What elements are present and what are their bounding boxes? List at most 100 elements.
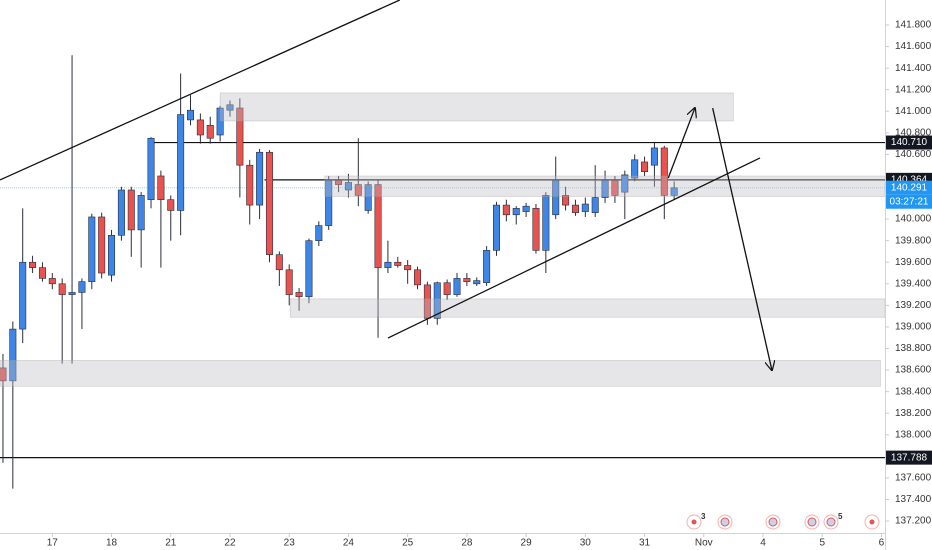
y-tick-label: 141.800 <box>895 20 932 31</box>
candle-body <box>483 250 491 284</box>
candle-body <box>571 204 579 213</box>
arrow <box>667 108 695 179</box>
candle-body <box>78 281 86 293</box>
x-tick-label: 5 <box>819 538 825 549</box>
candle-body <box>0 367 7 382</box>
y-tick-label: 141.200 <box>895 84 932 95</box>
candle-body <box>196 119 204 136</box>
zone <box>0 360 881 387</box>
badge-count: 5 <box>838 512 843 521</box>
candle-body <box>226 104 234 111</box>
y-tick-label: 137.600 <box>895 473 932 484</box>
candle-body <box>256 151 264 206</box>
candle-body <box>177 114 185 211</box>
candle-body <box>9 328 17 382</box>
price-line-label: 140.710 <box>891 137 928 148</box>
trendline <box>387 157 761 339</box>
candle-body <box>374 184 382 268</box>
candle-body <box>29 261 37 268</box>
y-tick-label: 138.600 <box>895 365 932 376</box>
x-tick-label: 28 <box>461 538 473 549</box>
y-tick-label: 141.000 <box>895 106 932 117</box>
y-tick-label: 138.000 <box>895 429 932 440</box>
x-tick-label: 30 <box>580 538 592 549</box>
zone <box>289 298 885 318</box>
x-tick-label: 31 <box>639 538 651 549</box>
x-tick-label: 6 <box>879 538 885 549</box>
y-tick-label: 140.800 <box>895 127 932 138</box>
candle-body <box>522 205 530 212</box>
candle-body <box>660 147 668 196</box>
flag-icon <box>768 517 778 527</box>
candle-body <box>167 199 175 211</box>
candle-body <box>236 107 244 166</box>
y-tick-label: 138.400 <box>895 386 932 397</box>
price-line-label: 140.364 <box>891 174 928 185</box>
candle-body <box>48 278 56 285</box>
candle-body <box>562 195 570 206</box>
candle-body <box>670 187 678 196</box>
countdown-label: 03:27:21 <box>890 196 929 207</box>
candle-body <box>492 204 500 251</box>
x-tick-label: 22 <box>224 538 236 549</box>
candle-body <box>591 197 599 213</box>
candle-body <box>38 267 46 279</box>
y-tick-label: 140.000 <box>895 214 932 225</box>
candle-body <box>187 109 195 121</box>
candle-body <box>473 280 481 285</box>
candle-body <box>650 147 658 166</box>
candle-body <box>275 254 283 271</box>
current-price-box <box>886 180 932 195</box>
badge-count: 3 <box>701 512 706 521</box>
candle-body <box>137 195 145 231</box>
candle-body <box>98 216 106 274</box>
x-tick-label: 29 <box>521 538 533 549</box>
candle-body <box>463 278 471 282</box>
candle-body <box>394 261 402 266</box>
zone <box>324 175 885 197</box>
candle-body <box>621 174 629 193</box>
candle-body <box>631 159 639 179</box>
candle-body <box>157 175 165 200</box>
price-line-box <box>886 450 932 465</box>
candle-body <box>404 265 412 271</box>
candle-body <box>325 179 333 226</box>
zone <box>219 92 734 122</box>
candle-body <box>295 292 303 298</box>
candle-body <box>305 240 313 298</box>
candle-body <box>453 278 461 295</box>
x-tick-label: 21 <box>165 538 177 549</box>
y-tick-label: 139.800 <box>895 235 932 246</box>
candle-body <box>335 179 343 185</box>
x-tick-label: 25 <box>402 538 414 549</box>
x-tick-label: 23 <box>284 538 296 549</box>
candle-body <box>108 234 116 276</box>
trendline <box>0 0 401 181</box>
candle-body <box>127 189 135 231</box>
candle-body <box>117 189 125 236</box>
candle-body <box>354 184 362 196</box>
x-tick-label: 17 <box>47 538 59 549</box>
candle-body <box>641 161 649 172</box>
y-tick-label: 141.400 <box>895 63 932 74</box>
plot-area <box>0 0 885 489</box>
candle-body <box>512 208 520 216</box>
event-icon-dot <box>869 519 875 525</box>
candle-body <box>364 184 372 211</box>
candle-body <box>285 269 293 295</box>
candle-body <box>502 204 510 216</box>
candle-body <box>532 208 540 251</box>
candle-body <box>344 182 352 191</box>
price-line-label: 137.788 <box>891 452 928 463</box>
flag-icon <box>826 517 836 527</box>
candle-body <box>601 179 609 198</box>
y-tick-label: 139.400 <box>895 278 932 289</box>
candle-body <box>443 282 451 295</box>
x-tick-label: 4 <box>760 538 766 549</box>
y-tick-label: 137.200 <box>895 516 932 527</box>
flag-icon <box>807 517 817 527</box>
candle-body <box>611 179 619 196</box>
y-tick-label: 138.800 <box>895 343 932 354</box>
